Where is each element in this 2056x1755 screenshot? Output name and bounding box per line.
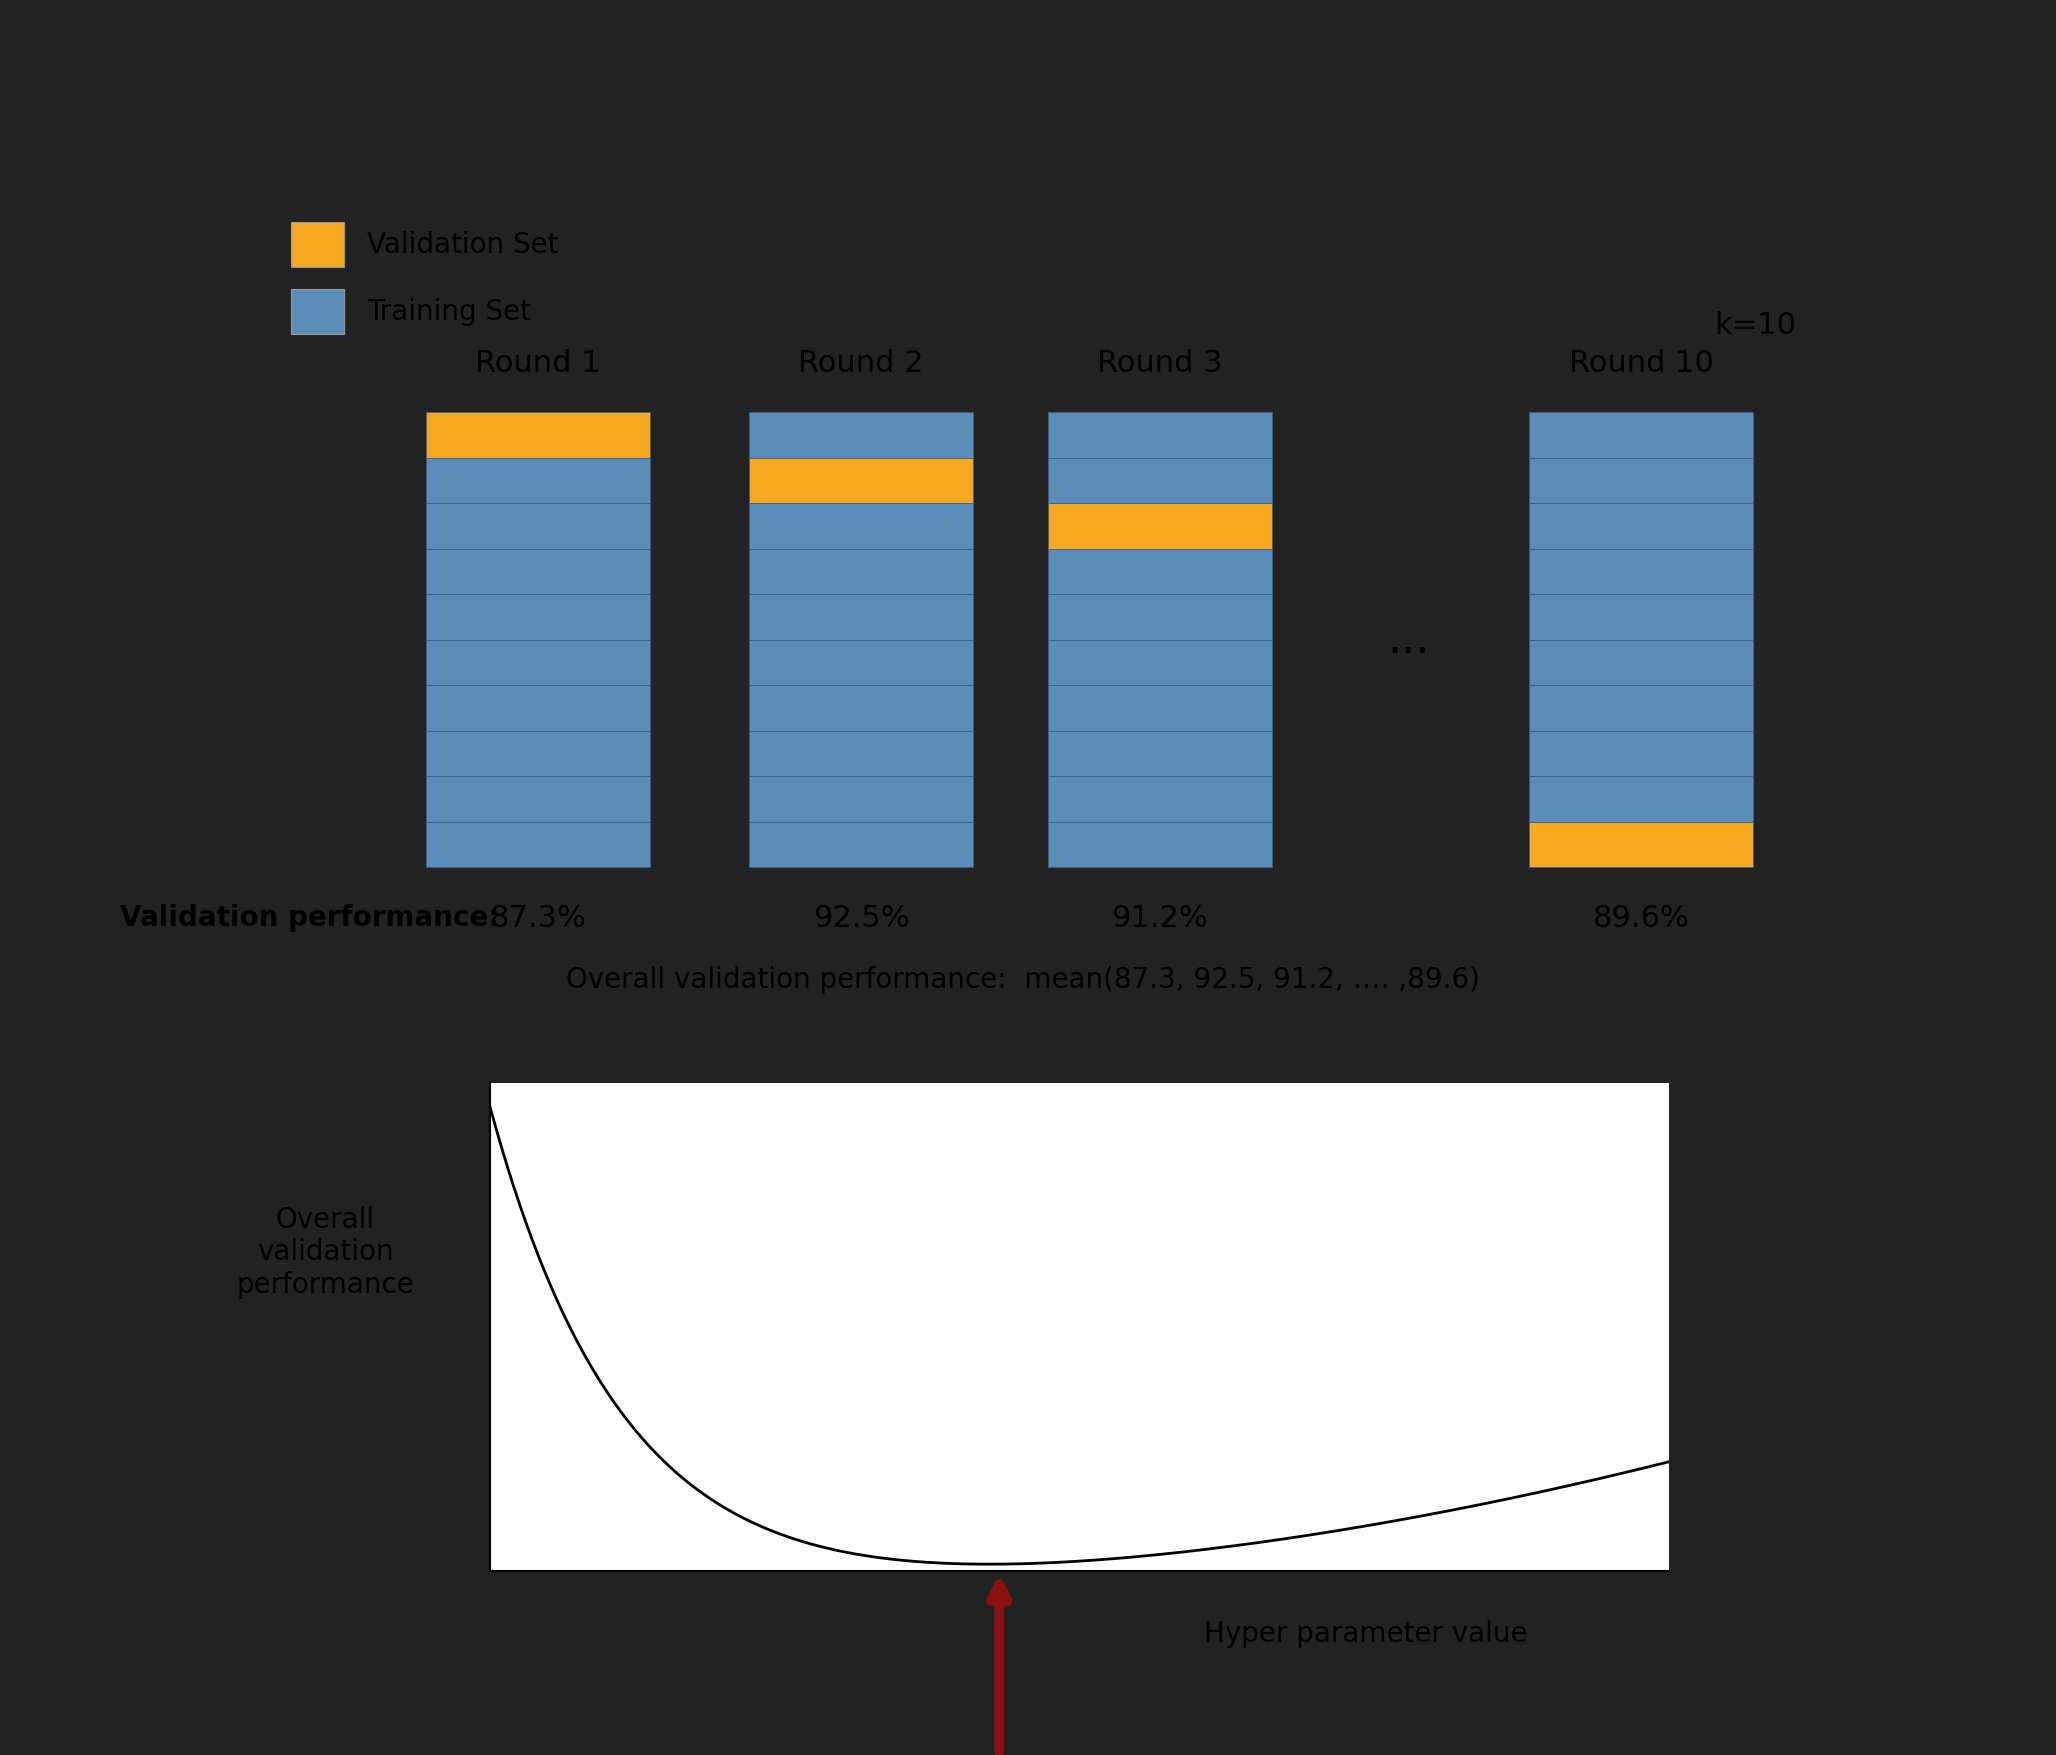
Text: Validation Set: Validation Set <box>366 232 559 260</box>
Bar <box>426 504 650 549</box>
Bar <box>426 412 650 458</box>
Bar <box>748 686 972 732</box>
Text: Round 2: Round 2 <box>798 349 923 377</box>
FancyArrowPatch shape <box>991 1585 1007 1751</box>
Bar <box>748 412 972 458</box>
Bar <box>1530 412 1754 458</box>
Text: 87.3%: 87.3% <box>489 904 586 932</box>
Bar <box>1049 412 1273 458</box>
Bar <box>1049 595 1273 641</box>
Bar <box>290 290 343 335</box>
Bar <box>1049 686 1273 732</box>
Bar <box>748 504 972 549</box>
Bar <box>748 732 972 777</box>
Bar <box>426 595 650 641</box>
Bar <box>1530 504 1754 549</box>
Bar <box>748 641 972 686</box>
Bar <box>1049 823 1273 869</box>
Text: 89.6%: 89.6% <box>1593 904 1690 932</box>
Bar <box>1530 732 1754 777</box>
Text: Training Set: Training Set <box>366 298 530 326</box>
Bar <box>1530 686 1754 732</box>
Text: Round 1: Round 1 <box>475 349 600 377</box>
Bar <box>748 823 972 869</box>
Bar <box>1049 458 1273 504</box>
Bar <box>426 458 650 504</box>
Text: Hyper parameter value: Hyper parameter value <box>1205 1620 1528 1648</box>
Bar <box>748 777 972 823</box>
Bar <box>1049 641 1273 686</box>
Text: 92.5%: 92.5% <box>812 904 909 932</box>
Bar <box>426 732 650 777</box>
Bar <box>426 549 650 595</box>
Text: Round 3: Round 3 <box>1098 349 1223 377</box>
Text: Overall
validation
performance: Overall validation performance <box>236 1206 413 1299</box>
Bar <box>1049 777 1273 823</box>
Text: ...: ... <box>1388 620 1431 662</box>
Bar <box>1530 823 1754 869</box>
Bar <box>748 595 972 641</box>
Bar <box>290 223 343 267</box>
Bar <box>1530 549 1754 595</box>
Bar <box>1530 595 1754 641</box>
Bar <box>748 549 972 595</box>
Bar <box>426 641 650 686</box>
Bar <box>426 686 650 732</box>
Bar <box>1530 458 1754 504</box>
Text: 91.2%: 91.2% <box>1112 904 1209 932</box>
Bar <box>1530 641 1754 686</box>
Bar <box>1049 732 1273 777</box>
Bar <box>426 777 650 823</box>
Text: Overall validation performance:  mean(87.3, 92.5, 91.2, …. ,89.6): Overall validation performance: mean(87.… <box>565 965 1480 993</box>
Bar <box>748 458 972 504</box>
Bar <box>1530 777 1754 823</box>
Text: k=10: k=10 <box>1715 311 1797 339</box>
Bar <box>1049 504 1273 549</box>
Bar <box>1049 549 1273 595</box>
Bar <box>426 823 650 869</box>
Text: Validation performance:: Validation performance: <box>119 904 500 932</box>
Text: Round 10: Round 10 <box>1569 349 1713 377</box>
